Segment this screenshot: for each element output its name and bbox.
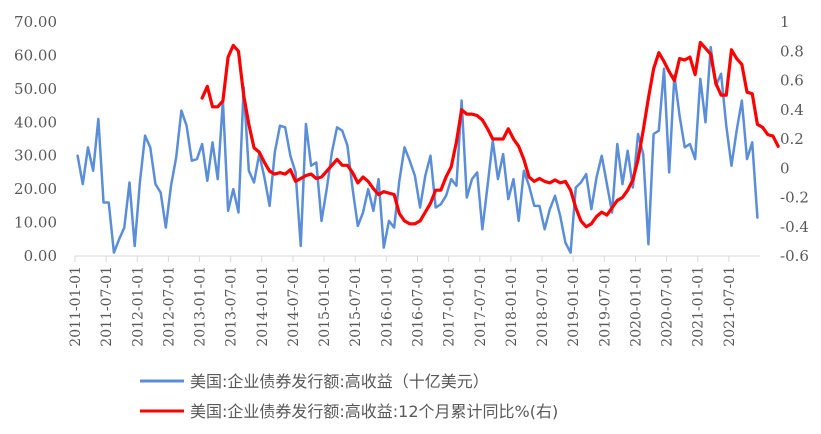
x-tick-label: 2014-01-01 — [255, 266, 271, 347]
x-tick-label: 2019-07-01 — [597, 266, 613, 347]
left-tick-label: 20.00 — [14, 180, 57, 198]
x-tick-label: 2016-07-01 — [411, 266, 427, 347]
x-tick-label: 2018-07-01 — [535, 266, 551, 347]
left-tick-label: 10.00 — [14, 214, 57, 232]
x-axis-ticks: 2011-01-01 2011-07-01 2012-01-01 2012-07-01… — [68, 256, 738, 347]
series-layer — [76, 40, 780, 254]
x-tick-label: 2014-07-01 — [286, 266, 302, 347]
legend-label-right-series: 美国:企业债券发行额:高收益:12个月累计同比%(右) — [190, 402, 558, 421]
right-tick-label: 0 — [780, 159, 790, 177]
x-tick-label: 2015-07-01 — [348, 266, 364, 347]
x-tick-label: 2016-01-01 — [379, 266, 395, 347]
x-tick-label: 2015-01-01 — [317, 266, 333, 347]
x-tick-label: 2021-07-01 — [722, 266, 738, 347]
left-axis-ticks: 0.00 10.00 20.00 30.00 40.00 50.00 60.00 70.00 — [14, 13, 57, 265]
legend-label-left-series: 美国:企业债券发行额:高收益（十亿美元） — [190, 372, 489, 391]
series-line-yoy — [200, 40, 780, 229]
x-tick-label: 2013-07-01 — [224, 266, 240, 347]
left-tick-label: 40.00 — [14, 113, 57, 131]
x-tick-label: 2017-01-01 — [442, 266, 458, 347]
right-tick-label: -0.6 — [780, 247, 809, 265]
right-tick-label: -0.2 — [780, 189, 809, 207]
x-tick-label: 2012-07-01 — [161, 266, 177, 347]
left-tick-label: 30.00 — [14, 147, 57, 165]
right-axis-ticks: -0.6 -0.4 -0.2 0 0.2 0.4 0.6 0.8 1 — [780, 13, 809, 265]
series-line-issuance — [76, 45, 759, 254]
left-tick-label: 50.00 — [14, 80, 57, 98]
x-tick-label: 2012-01-01 — [130, 266, 146, 347]
x-tick-label: 2018-01-01 — [504, 266, 520, 347]
right-tick-label: 0.8 — [780, 42, 804, 60]
x-tick-label: 2017-07-01 — [473, 266, 489, 347]
x-tick-label: 2013-01-01 — [193, 266, 209, 347]
left-tick-label: 70.00 — [14, 13, 57, 31]
right-tick-label: 0.4 — [780, 101, 804, 119]
x-tick-label: 2011-07-01 — [99, 266, 115, 347]
left-tick-label: 0.00 — [24, 247, 57, 265]
right-tick-label: 1 — [780, 13, 790, 31]
right-tick-label: -0.4 — [780, 218, 809, 236]
x-tick-label: 2020-01-01 — [628, 266, 644, 347]
x-tick-label: 2020-07-01 — [660, 266, 676, 347]
left-tick-label: 60.00 — [14, 46, 57, 64]
x-tick-label: 2011-01-01 — [68, 266, 84, 347]
x-tick-label: 2021-01-01 — [691, 266, 707, 347]
x-tick-label: 2019-01-01 — [566, 266, 582, 347]
right-tick-label: 0.6 — [780, 72, 804, 90]
right-tick-label: 0.2 — [780, 130, 804, 148]
legend: 美国:企业债券发行额:高收益（十亿美元） 美国:企业债券发行额:高收益:12个月… — [140, 372, 558, 421]
